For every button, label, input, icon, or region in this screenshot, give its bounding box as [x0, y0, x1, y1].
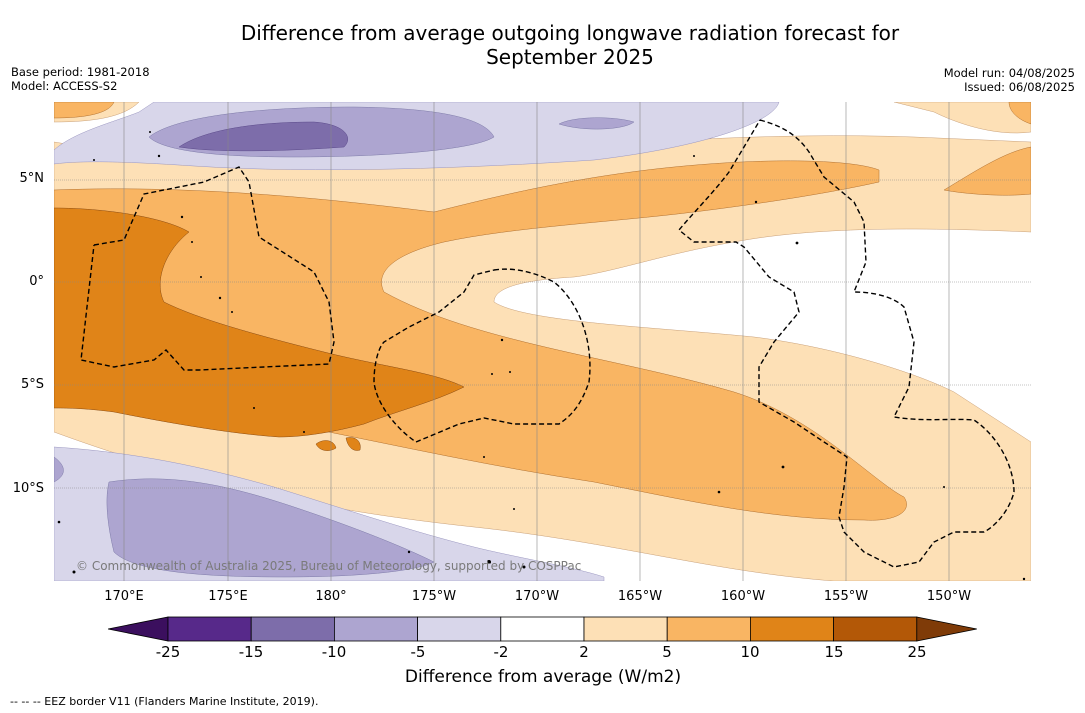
colorbar-cell — [750, 616, 835, 642]
islands — [57, 131, 1026, 581]
lon-label-150w: 150°W — [926, 589, 972, 604]
contour-10-15-main — [54, 207, 465, 438]
colorbar-extend-high — [916, 616, 977, 642]
meta-right: Model run: 04/08/2025 Issued: 06/08/2025 — [944, 66, 1075, 94]
colorbar-title: Difference from average (W/m2) — [404, 667, 682, 687]
olr-map: © Commonwealth of Australia 2025, Bureau… — [54, 102, 1031, 581]
lon-label-170w: 170°W — [514, 589, 560, 604]
copyright-text: © Commonwealth of Australia 2025, Bureau… — [76, 559, 581, 573]
colorbar-cell — [167, 616, 252, 642]
contour-10-15-blob-b — [345, 437, 361, 451]
lat-label-10s: 10°S — [12, 481, 44, 496]
contour-5-10-main — [54, 160, 907, 521]
colorbar-cell — [833, 616, 918, 642]
colorbar — [108, 616, 977, 642]
colorbar-cell — [500, 616, 585, 642]
colorbar-tick: 2 — [579, 643, 589, 661]
contour-neg10-neg5-north-small — [558, 117, 635, 130]
base-period-text: Base period: 1981-2018 — [11, 65, 150, 79]
colorbar-cell — [250, 616, 335, 642]
contour-5-10-northeast-corner — [1008, 102, 1031, 125]
colorbar-tick: -5 — [410, 643, 426, 661]
map-title-line2: September 2025 — [486, 45, 654, 69]
lon-label-170e: 170°E — [104, 589, 144, 604]
colorbar-cell — [333, 616, 418, 642]
colorbar-cell — [583, 616, 668, 642]
map-title: Difference from average outgoing longwav… — [170, 21, 970, 69]
colorbar-tick: 10 — [740, 643, 760, 661]
map-title-line1: Difference from average outgoing longwav… — [240, 21, 900, 45]
contour-5-10-east — [943, 146, 1031, 196]
meta-left: Base period: 1981-2018 Model: ACCESS-S2 — [11, 65, 150, 93]
colorbar-tick: 5 — [662, 643, 672, 661]
contour-2-5-northeast — [893, 102, 1031, 134]
colorbar-tick: -15 — [238, 643, 264, 661]
contour-neg10-neg5-south — [54, 456, 435, 578]
lon-label-160w: 160°W — [720, 589, 766, 604]
colorbar-tick: -2 — [493, 643, 509, 661]
colorbar-extend-low — [108, 616, 169, 642]
lon-label-155w: 155°W — [823, 589, 869, 604]
eez-border-east — [678, 119, 1015, 568]
model-run-text: Model run: 04/08/2025 — [943, 66, 1075, 80]
issued-text: Issued: 06/08/2025 — [964, 80, 1075, 94]
lon-label-175e: 175°E — [208, 589, 248, 604]
colorbar-cell — [666, 616, 751, 642]
colorbar-cells — [108, 616, 977, 642]
model-text: Model: ACCESS-S2 — [11, 79, 118, 93]
lon-label-175w: 175°W — [411, 589, 457, 604]
lat-label-0: 0° — [29, 274, 44, 289]
eez-borders — [80, 119, 1015, 568]
eez-footnote: -- -- -- EEZ border V11 (Flanders Marine… — [10, 695, 319, 708]
eez-border-central — [373, 268, 591, 443]
colorbar-cell — [417, 616, 502, 642]
lat-label-5n: 5°N — [19, 171, 45, 186]
colorbar-tick: 15 — [824, 643, 844, 661]
lon-label-165w: 165°W — [617, 589, 663, 604]
colorbar-tick: -10 — [321, 643, 347, 661]
contour-5-10-northwest-corner — [54, 102, 115, 119]
eez-border-west — [80, 166, 335, 371]
lon-label-180: 180° — [315, 589, 347, 604]
colorbar-tick: -25 — [155, 643, 181, 661]
lat-label-5s: 5°S — [20, 377, 44, 392]
colorbar-tick: 25 — [907, 643, 927, 661]
graticule — [54, 102, 1031, 581]
